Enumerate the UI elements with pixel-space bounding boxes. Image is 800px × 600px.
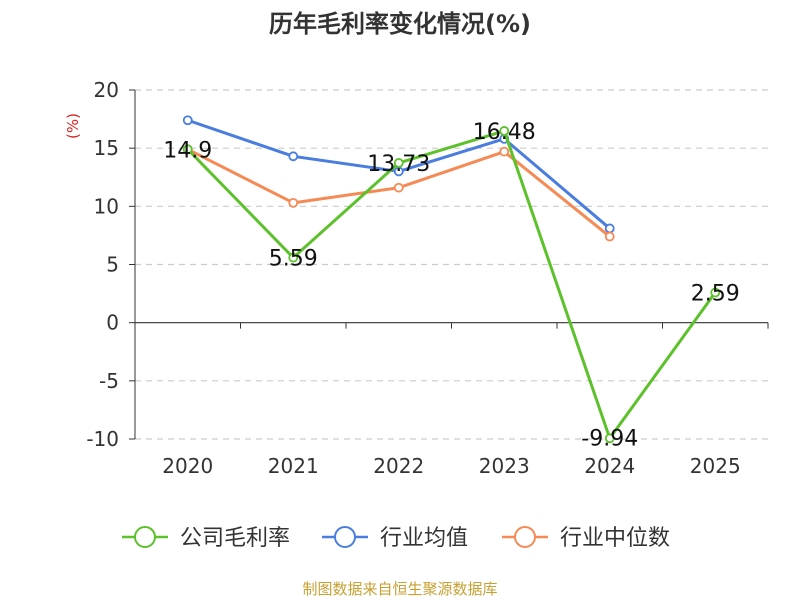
- legend-entry-label: 行业中位数: [560, 526, 670, 551]
- y-tick-label: 5: [106, 253, 119, 277]
- data-point: [182, 144, 193, 155]
- data-label: 2.59: [691, 282, 740, 307]
- data-label: -9.94: [581, 426, 638, 451]
- legend-swatch-marker: [334, 526, 356, 548]
- data-point: [710, 287, 721, 298]
- y-tick-label: 0: [106, 311, 119, 335]
- data-label: 14.9: [163, 138, 212, 163]
- x-tick-label: 2020: [162, 454, 213, 478]
- legend-entry-label: 公司毛利率: [180, 526, 290, 551]
- data-point: [288, 197, 299, 208]
- x-tick-label: 2023: [479, 454, 530, 478]
- data-point: [604, 231, 615, 242]
- data-point: [604, 223, 615, 234]
- axes: 20 15 10 5 0 -5 -10 2020 2021 2022 2023 2024 2025 (%): [64, 78, 769, 478]
- legend: 公司毛利率 行业均值 行业中位数: [122, 526, 670, 551]
- data-point: [499, 126, 510, 136]
- x-tick-label: 2021: [268, 454, 319, 478]
- legend-swatch-marker: [134, 526, 156, 548]
- data-label: 5.59: [269, 247, 318, 272]
- y-tick-label: 10: [94, 194, 119, 218]
- legend-entry-label: 行业均值: [380, 526, 468, 551]
- data-labels: 14.9 5.59 13.73 16.48 -9.94 2.59: [163, 120, 739, 451]
- data-point: [393, 158, 404, 168]
- data-point: [604, 433, 615, 444]
- data-point: [182, 115, 193, 126]
- data-label: 16.48: [473, 120, 536, 145]
- gridlines: [135, 89, 768, 440]
- y-tick-label: -5: [99, 369, 119, 393]
- x-tick-label: 2024: [584, 454, 635, 478]
- chart-title: 历年毛利率变化情况(%): [269, 10, 531, 38]
- series-line: [186, 129, 717, 440]
- data-point: [288, 252, 299, 263]
- y-tick-label: 20: [94, 78, 119, 102]
- series-lines: [182, 115, 721, 444]
- data-point: [288, 151, 299, 162]
- source-footer: 制图数据来自恒生聚源数据库: [302, 580, 498, 598]
- data-label: 13.73: [367, 152, 430, 177]
- x-tick-label: 2025: [690, 454, 741, 478]
- data-point: [393, 182, 404, 193]
- y-axis-label: (%): [64, 113, 82, 139]
- legend-swatch-marker: [514, 526, 536, 548]
- y-tick-label: -10: [86, 427, 119, 451]
- data-point: [499, 146, 510, 157]
- x-tick-label: 2022: [373, 454, 424, 478]
- y-tick-label: 15: [94, 136, 119, 160]
